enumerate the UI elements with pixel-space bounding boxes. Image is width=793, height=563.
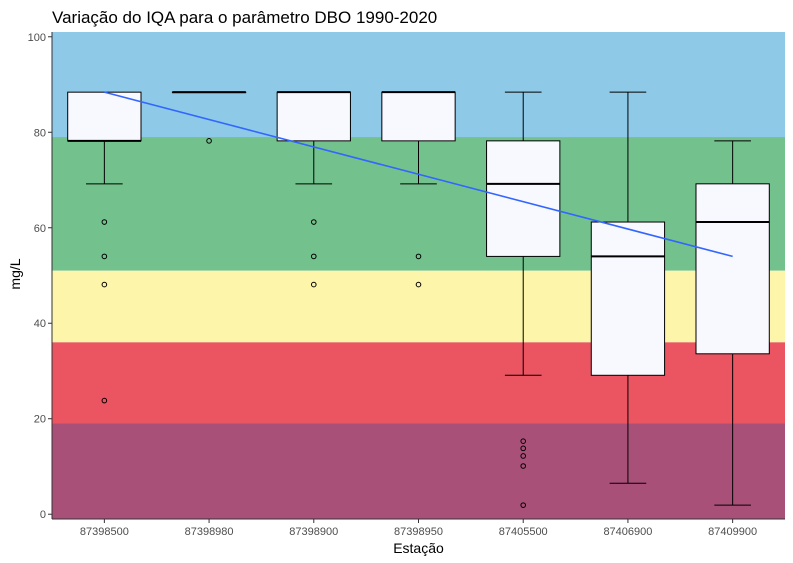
band-4: [52, 423, 785, 519]
box-87398950: [381, 91, 456, 142]
x-tick-label-87409900: 87409900: [708, 526, 757, 538]
axes: 0 20 40 60 80 100 87398500 87398980 87398900 8739…: [28, 32, 785, 538]
band-3: [52, 342, 785, 424]
x-tick-label-87398980: 87398980: [185, 526, 234, 538]
outlier-87398900-0: [310, 219, 317, 225]
outlier-87398980-0: [206, 138, 212, 144]
band-2: [52, 270, 785, 343]
outlier-87398900-1: [310, 253, 317, 260]
outlier-87398500-0: [101, 219, 108, 225]
outlier-87398500-3: [101, 397, 108, 404]
box-87398900: [276, 91, 351, 142]
box-87409900: [695, 183, 770, 355]
whiskers: [86, 91, 751, 506]
outlier-87398900-2: [310, 281, 317, 288]
x-tick-label-87405500: 87405500: [499, 526, 548, 538]
box-87406900: [590, 221, 666, 376]
y-tick-label-100: 100: [28, 32, 46, 44]
outlier-87405500-2: [520, 453, 527, 459]
x-tick-label-87398500: 87398500: [80, 526, 129, 538]
y-tick-label-40: 40: [34, 318, 46, 330]
y-tick-label-60: 60: [34, 223, 46, 235]
trend-line: [104, 91, 733, 258]
y-tick-label-20: 20: [34, 414, 46, 426]
box-87398500: [67, 91, 142, 142]
outlier-87405500-4: [520, 502, 527, 508]
chart-title: Variação do IQA para o parâmetro DBO 199…: [52, 8, 437, 27]
outlier-87398500-2: [101, 281, 108, 288]
x-tick-label-87398950: 87398950: [394, 526, 443, 538]
x-tick-label-87398900: 87398900: [289, 526, 338, 538]
outlier-87405500-1: [520, 445, 527, 452]
outlier-87405500-0: [520, 438, 527, 444]
outlier-87398950-1: [415, 281, 422, 288]
trend-line-group: [104, 91, 733, 258]
outlier-87398500-1: [101, 253, 108, 260]
box-87405500: [486, 140, 561, 257]
y-tick-label-0: 0: [40, 509, 46, 521]
y-axis-title: mg/L: [7, 258, 23, 289]
y-tick-label-80: 80: [34, 127, 46, 139]
outlier-87398950-0: [415, 253, 422, 260]
x-tick-label-87406900: 87406900: [603, 526, 652, 538]
boxes: [67, 91, 770, 376]
x-axis-title: Estação: [393, 540, 444, 556]
outlier-87405500-3: [520, 463, 527, 469]
outlier-points: [101, 138, 527, 508]
